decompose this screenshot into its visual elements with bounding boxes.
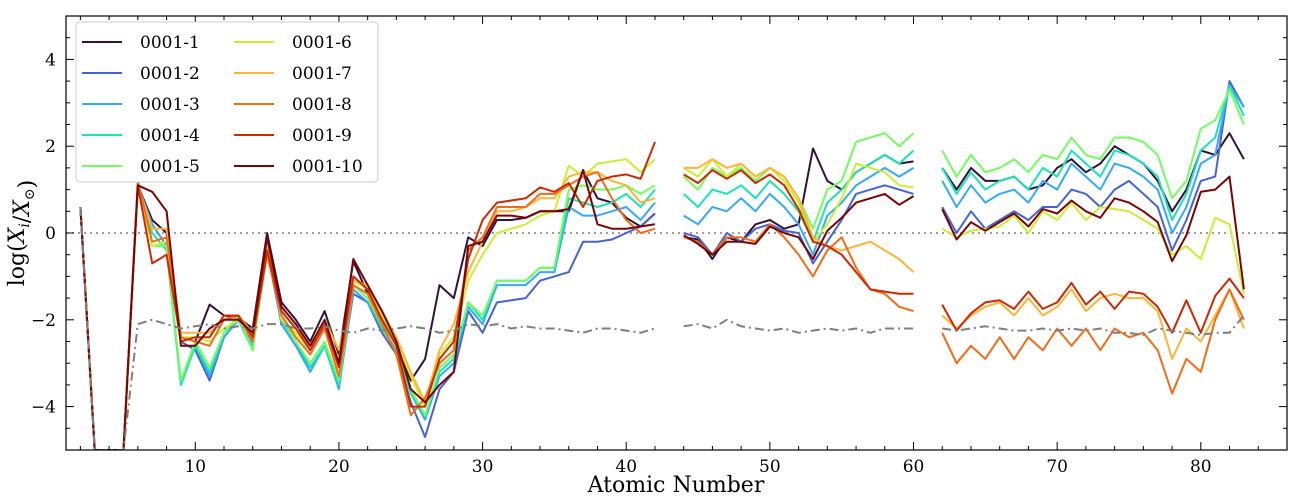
y-tick-label: 0 [45, 224, 56, 244]
y-tick-label: −2 [31, 311, 56, 331]
x-tick-label: 40 [615, 457, 637, 477]
x-tick-label: 70 [1046, 457, 1068, 477]
series-line-0001-9 [79, 141, 1245, 450]
x-tick-label: 30 [472, 457, 494, 477]
legend-label-0001-1: 0001-1 [140, 33, 200, 53]
legend-label-0001-4: 0001-4 [140, 126, 200, 146]
legend-label-0001-7: 0001-7 [292, 64, 352, 84]
series-line-dashdot [79, 206, 1245, 450]
legend-label-0001-3: 0001-3 [140, 95, 200, 115]
legend-box [75, 21, 379, 183]
x-tick-label: 20 [328, 457, 350, 477]
y-tick-label: 2 [45, 137, 56, 157]
legend-label-0001-5: 0001-5 [140, 157, 200, 177]
y-tick-label: −4 [31, 398, 56, 418]
y-tick-label: 4 [45, 50, 56, 70]
x-tick-label: 60 [903, 457, 925, 477]
y-axis-label-text: log(Xi/X⊙) [5, 180, 40, 287]
legend-label-0001-8: 0001-8 [292, 95, 352, 115]
series-lines-layer [79, 80, 1245, 450]
x-tick-label: 50 [759, 457, 781, 477]
legend-label-0001-2: 0001-2 [140, 64, 200, 84]
legend: 0001-1 0001-2 0001-3 0001-4 0001-5 0001-6 0001… [75, 21, 379, 183]
legend-label-0001-10: 0001-10 [292, 157, 363, 177]
x-axis-label: Atomic Number [587, 473, 765, 498]
x-tick-label: 80 [1190, 457, 1212, 477]
x-tick-label: 10 [184, 457, 206, 477]
y-axis-label: log(Xi/X⊙) [5, 180, 40, 287]
ticks-layer: 10 20 30 40 50 60 70 80 −4 −2 0 2 4 [31, 15, 1288, 477]
series-line-0001-10 [79, 169, 1245, 450]
legend-label-0001-6: 0001-6 [292, 33, 352, 53]
legend-label-0001-9: 0001-9 [292, 126, 352, 146]
